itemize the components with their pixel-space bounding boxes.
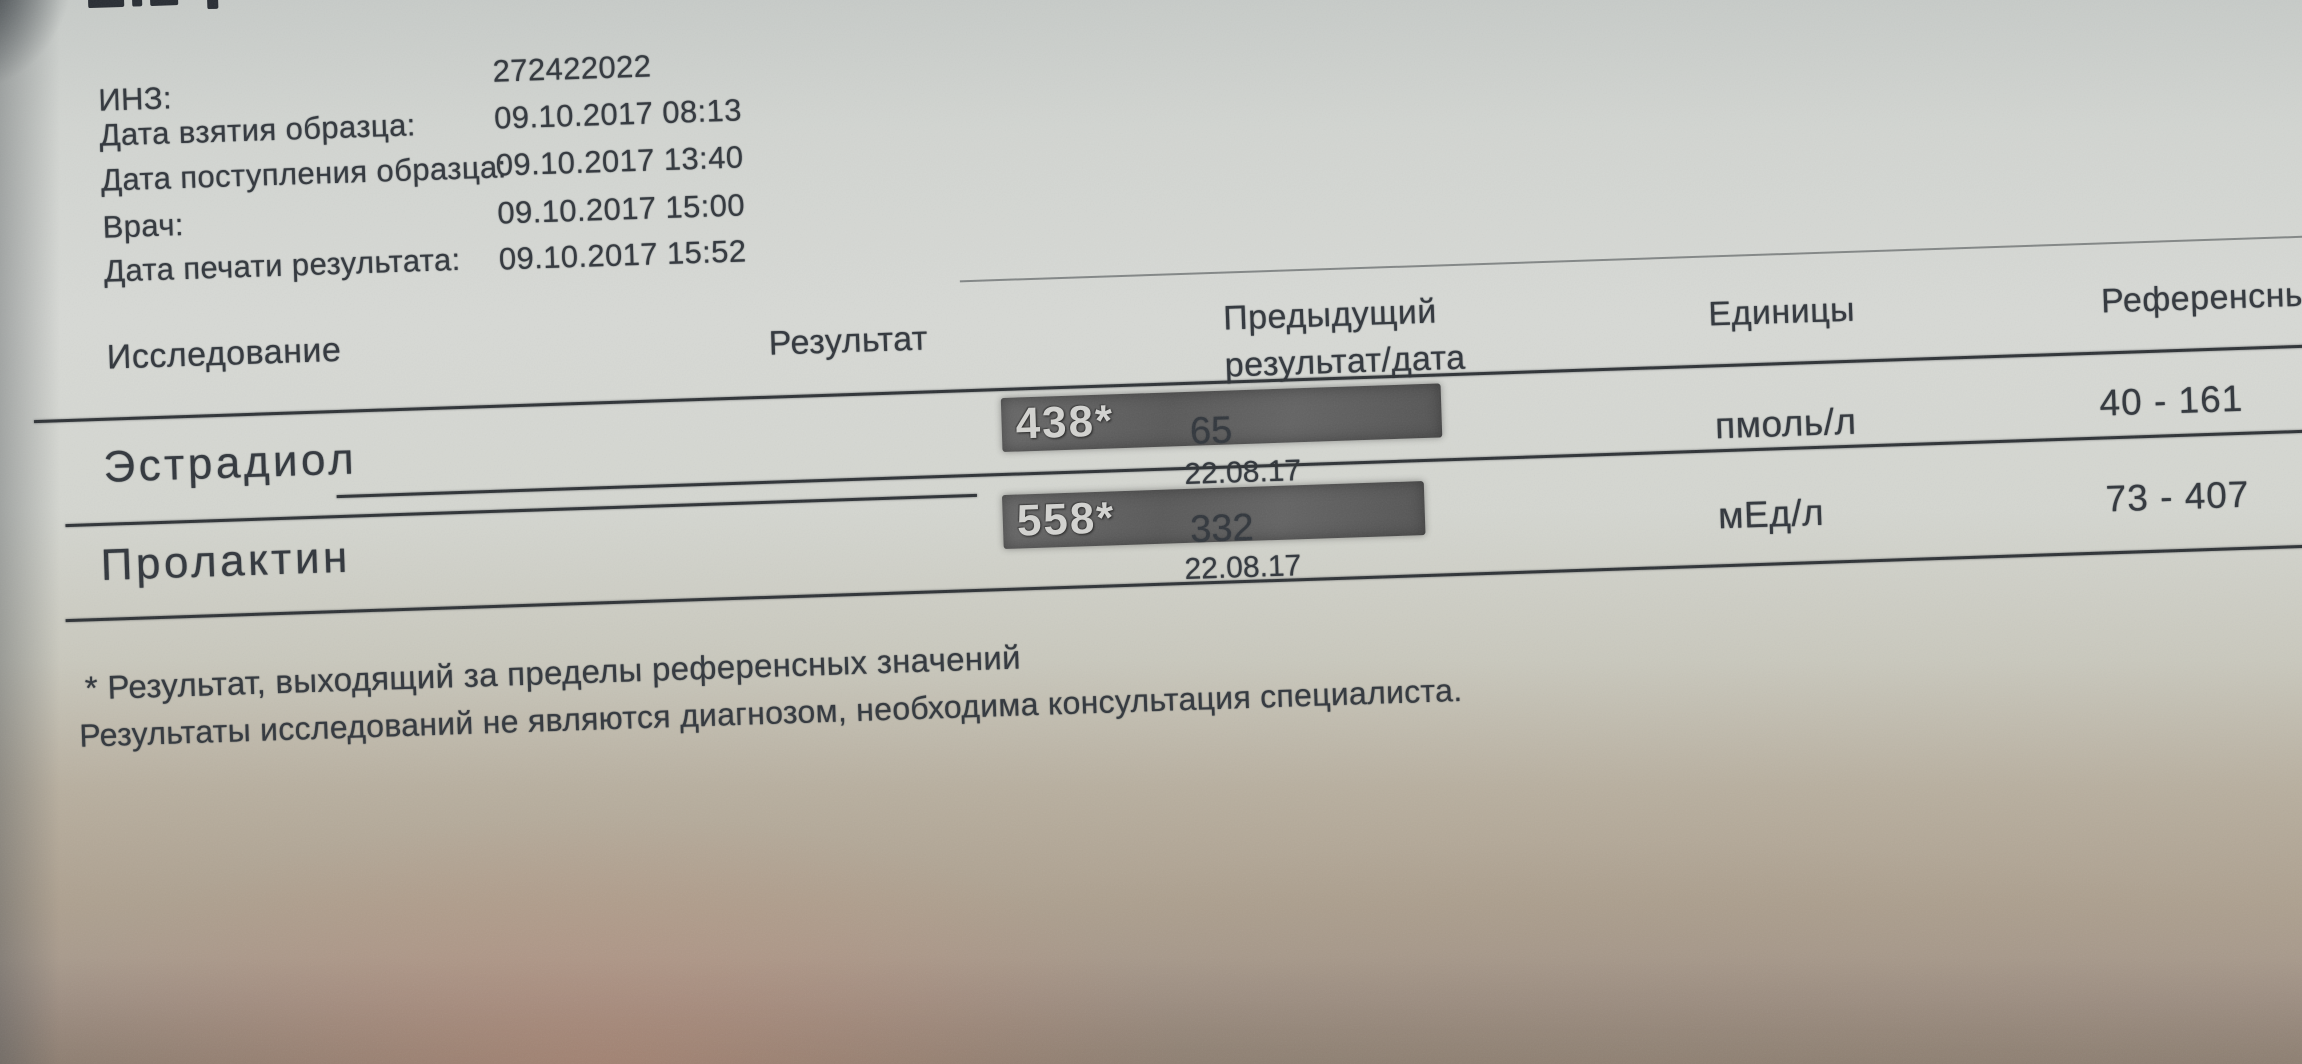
reference-range: 40 - 161 xyxy=(2098,377,2244,424)
reference-range: 73 - 407 xyxy=(2105,473,2251,520)
info-value: 272422022 xyxy=(492,48,652,89)
info-value: 09.10.2017 15:52 xyxy=(498,233,748,277)
info-label: Дата поступления образца: xyxy=(100,149,508,198)
info-label: Врач: xyxy=(102,207,185,245)
row-separator-lower xyxy=(65,493,977,527)
info-value: 09.10.2017 08:13 xyxy=(493,92,743,136)
result-value: 558* xyxy=(1016,493,1117,546)
info-value: 09.10.2017 15:00 xyxy=(496,187,746,231)
info-label: Дата печати результата: xyxy=(103,241,462,289)
previous-result: 65 xyxy=(1189,409,1233,453)
column-header-reference: Референсные xyxy=(2100,274,2302,321)
units-value: мЕд/л xyxy=(1717,491,1825,537)
table-bottom-rule xyxy=(65,538,2302,623)
column-header-result: Результат xyxy=(768,319,929,363)
column-header-units: Единицы xyxy=(1707,290,1856,334)
units-value: пмоль/л xyxy=(1714,400,1858,447)
info-label: ИНЗ: xyxy=(97,80,173,118)
info-value: 09.10.2017 13:40 xyxy=(495,139,744,183)
column-header-previous-line1: Предыдущий xyxy=(1222,292,1438,338)
test-name: Эстрадиол xyxy=(102,434,358,492)
column-header-test: Исследование xyxy=(106,330,342,377)
previous-result: 332 xyxy=(1189,506,1255,551)
test-name: Пролактин xyxy=(99,532,352,590)
result-value: 438* xyxy=(1014,396,1115,449)
table-top-rule xyxy=(959,231,2302,283)
